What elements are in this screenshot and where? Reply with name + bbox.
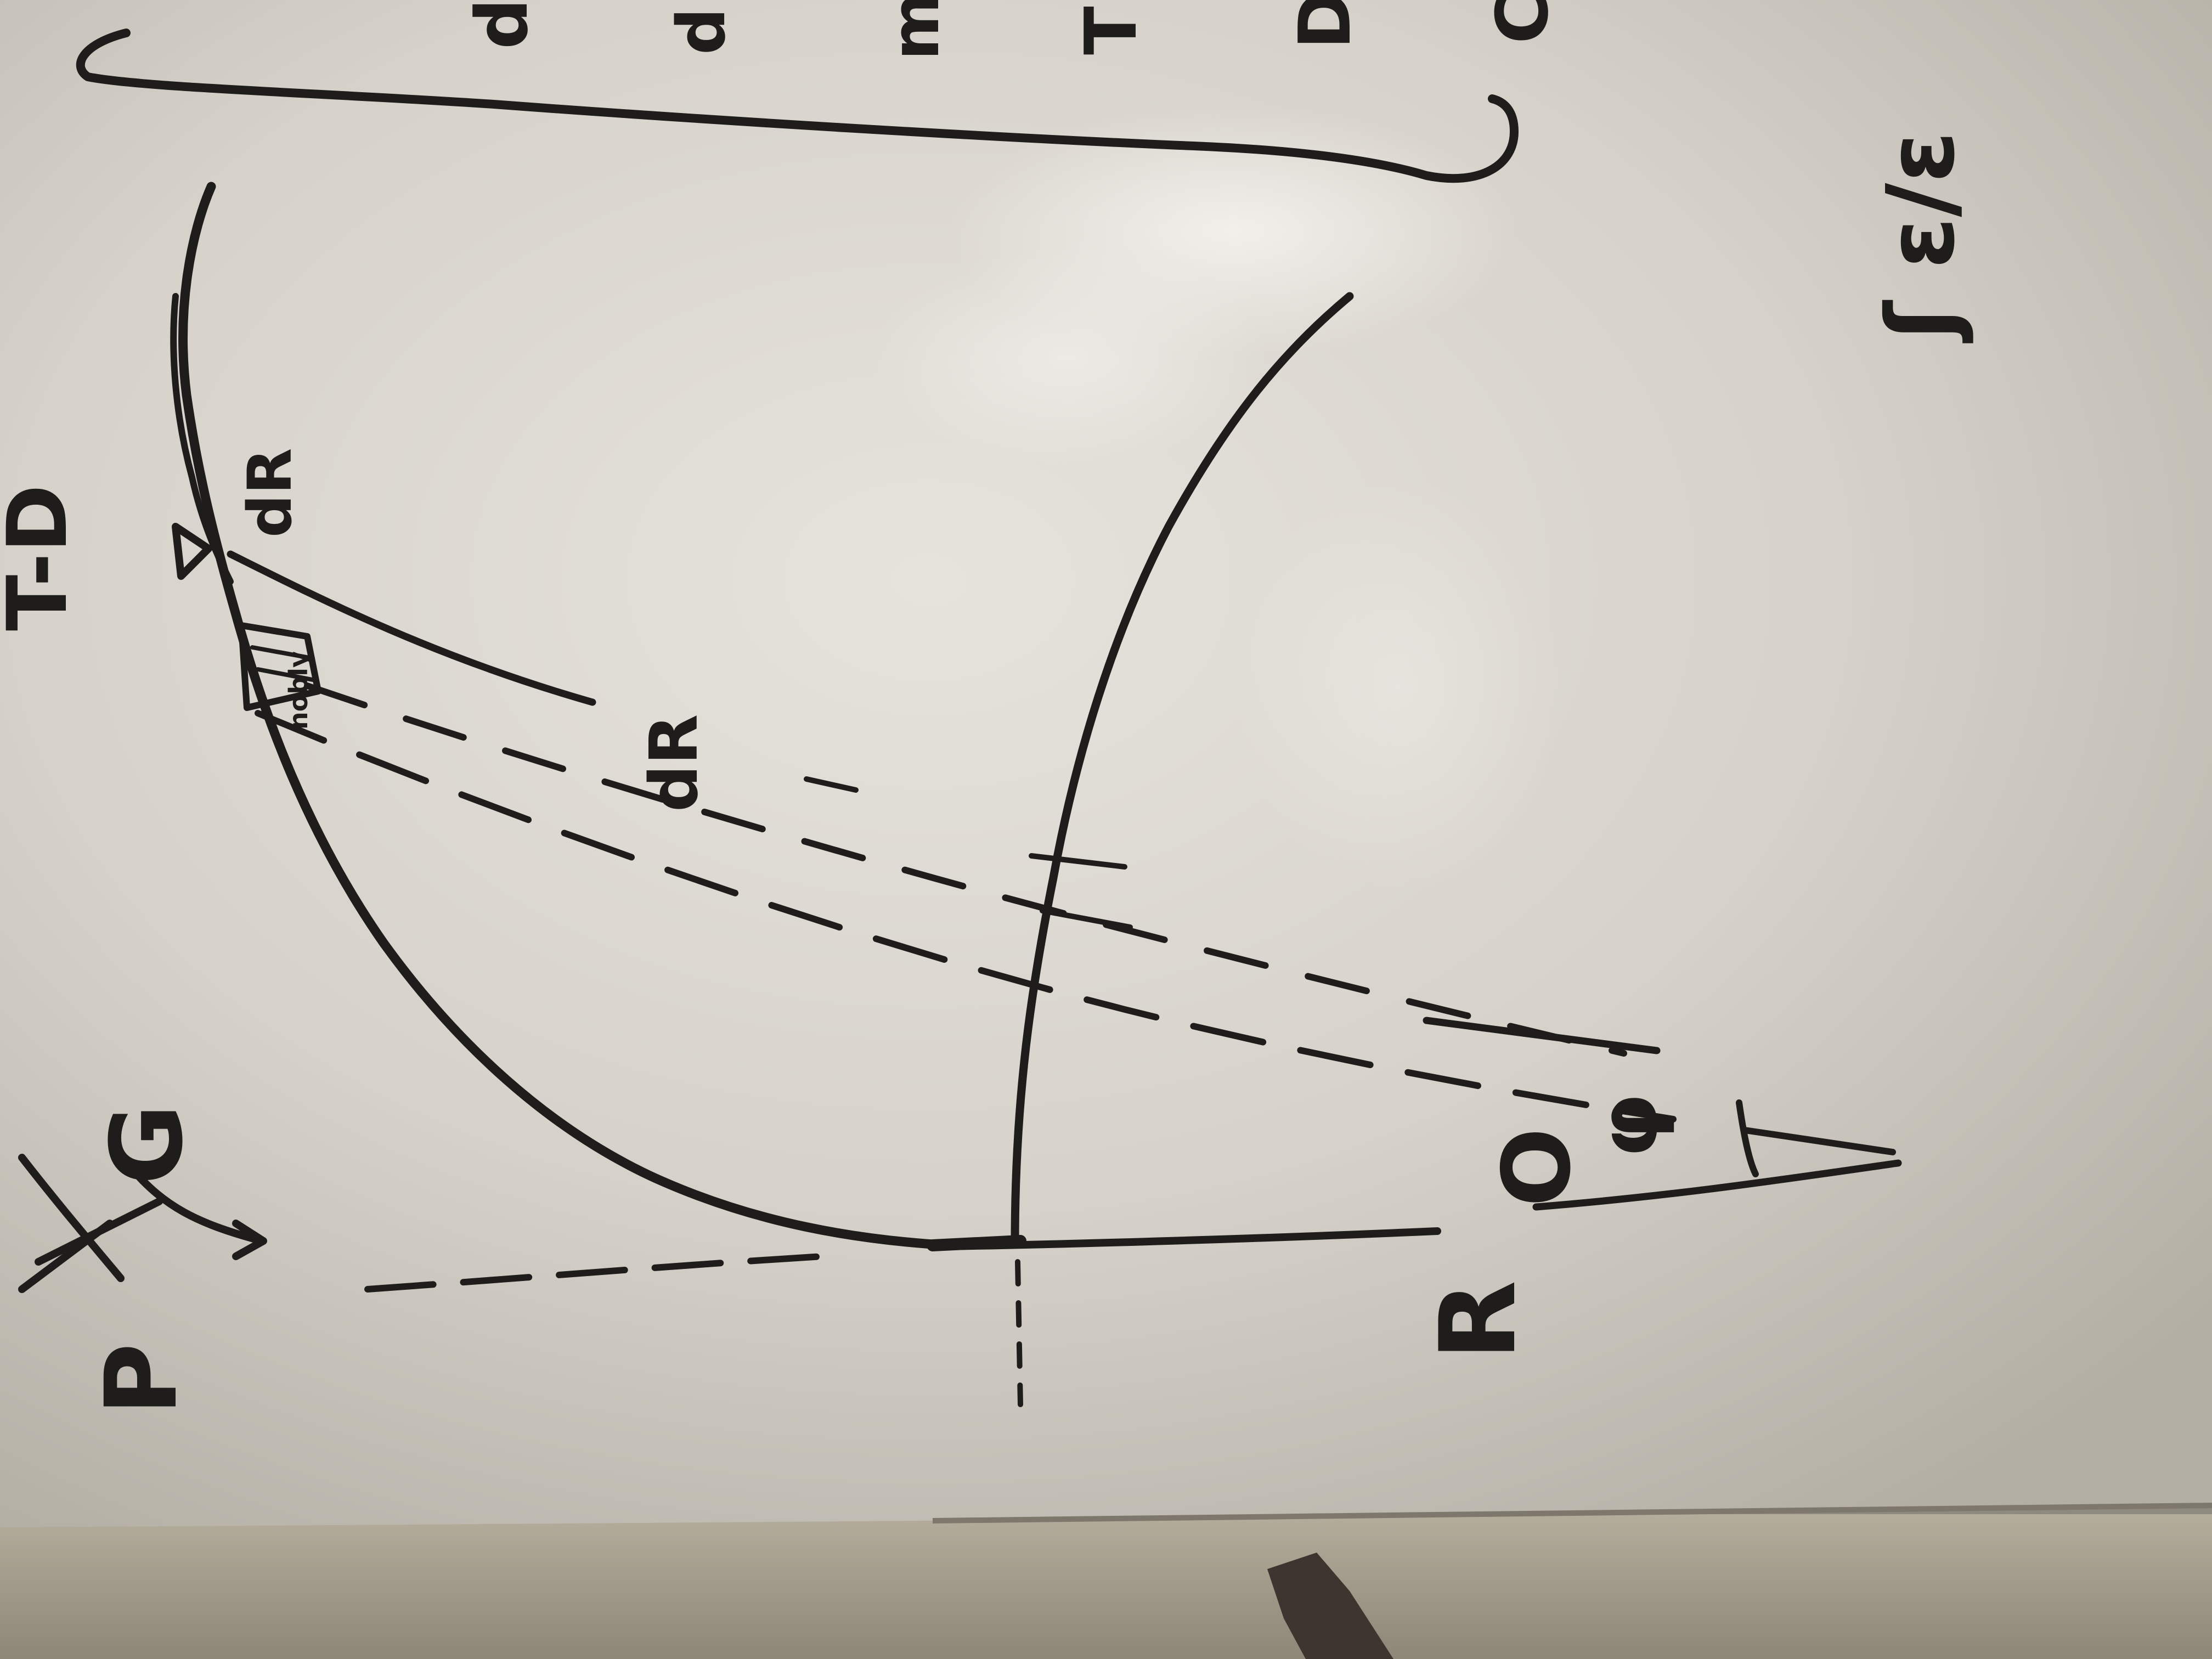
tick-mark xyxy=(1029,853,1127,870)
edge-letter: C xyxy=(1481,0,1564,44)
angle-segment xyxy=(1741,1127,1896,1155)
marker-icon xyxy=(1267,1553,1393,1659)
angle-arc xyxy=(1736,1099,1759,1177)
wall-background xyxy=(0,1514,2212,1659)
label-angle: φ xyxy=(1581,1093,1677,1158)
glare-highlight xyxy=(1234,477,1564,894)
vertical-dashes xyxy=(1015,1259,1023,1407)
baseline-dashed xyxy=(364,1253,826,1293)
force-bar xyxy=(35,1198,163,1266)
side-note: ʃ ε/ε xyxy=(1867,131,1976,343)
label-g: G xyxy=(90,1104,205,1185)
radius-dashed-line-2 xyxy=(304,682,1627,1057)
edge-letter: d xyxy=(460,0,544,49)
edge-letter: d xyxy=(664,8,740,55)
label-p: P xyxy=(84,1343,199,1415)
radius-dashed-line xyxy=(255,710,1677,1122)
tiny-mark: nobly xyxy=(284,651,313,730)
label-origin: O xyxy=(1483,1127,1592,1207)
angle-segment xyxy=(1423,1017,1661,1054)
glare-highlight xyxy=(872,247,1267,466)
label-dr-tangent: dR xyxy=(235,448,305,538)
junction-mark xyxy=(927,1235,1026,1251)
edge-letter: D xyxy=(1283,0,1367,49)
tick-mark xyxy=(1040,908,1133,930)
force-arrow-g xyxy=(128,1165,267,1260)
brace-stroke xyxy=(76,29,1519,183)
tick-mark xyxy=(804,776,859,793)
label-td: T-D xyxy=(0,484,86,631)
arrowhead xyxy=(172,523,212,580)
dr-box xyxy=(238,622,321,711)
label-dr-inner: dR xyxy=(636,714,713,812)
main-curve xyxy=(178,182,954,1250)
lower-ray xyxy=(1532,1159,1902,1211)
edge-letter: T xyxy=(1069,6,1153,55)
edge-letter: m xyxy=(878,0,954,60)
board-bottom-edge xyxy=(932,1503,2212,1523)
whiteboard-surface xyxy=(0,0,2212,1527)
dr-hatch xyxy=(250,645,318,682)
radius-arc xyxy=(1011,292,1354,1247)
tangent-segment xyxy=(227,550,596,706)
main-curve-overlap xyxy=(170,293,234,585)
label-r: R xyxy=(1418,1280,1539,1361)
